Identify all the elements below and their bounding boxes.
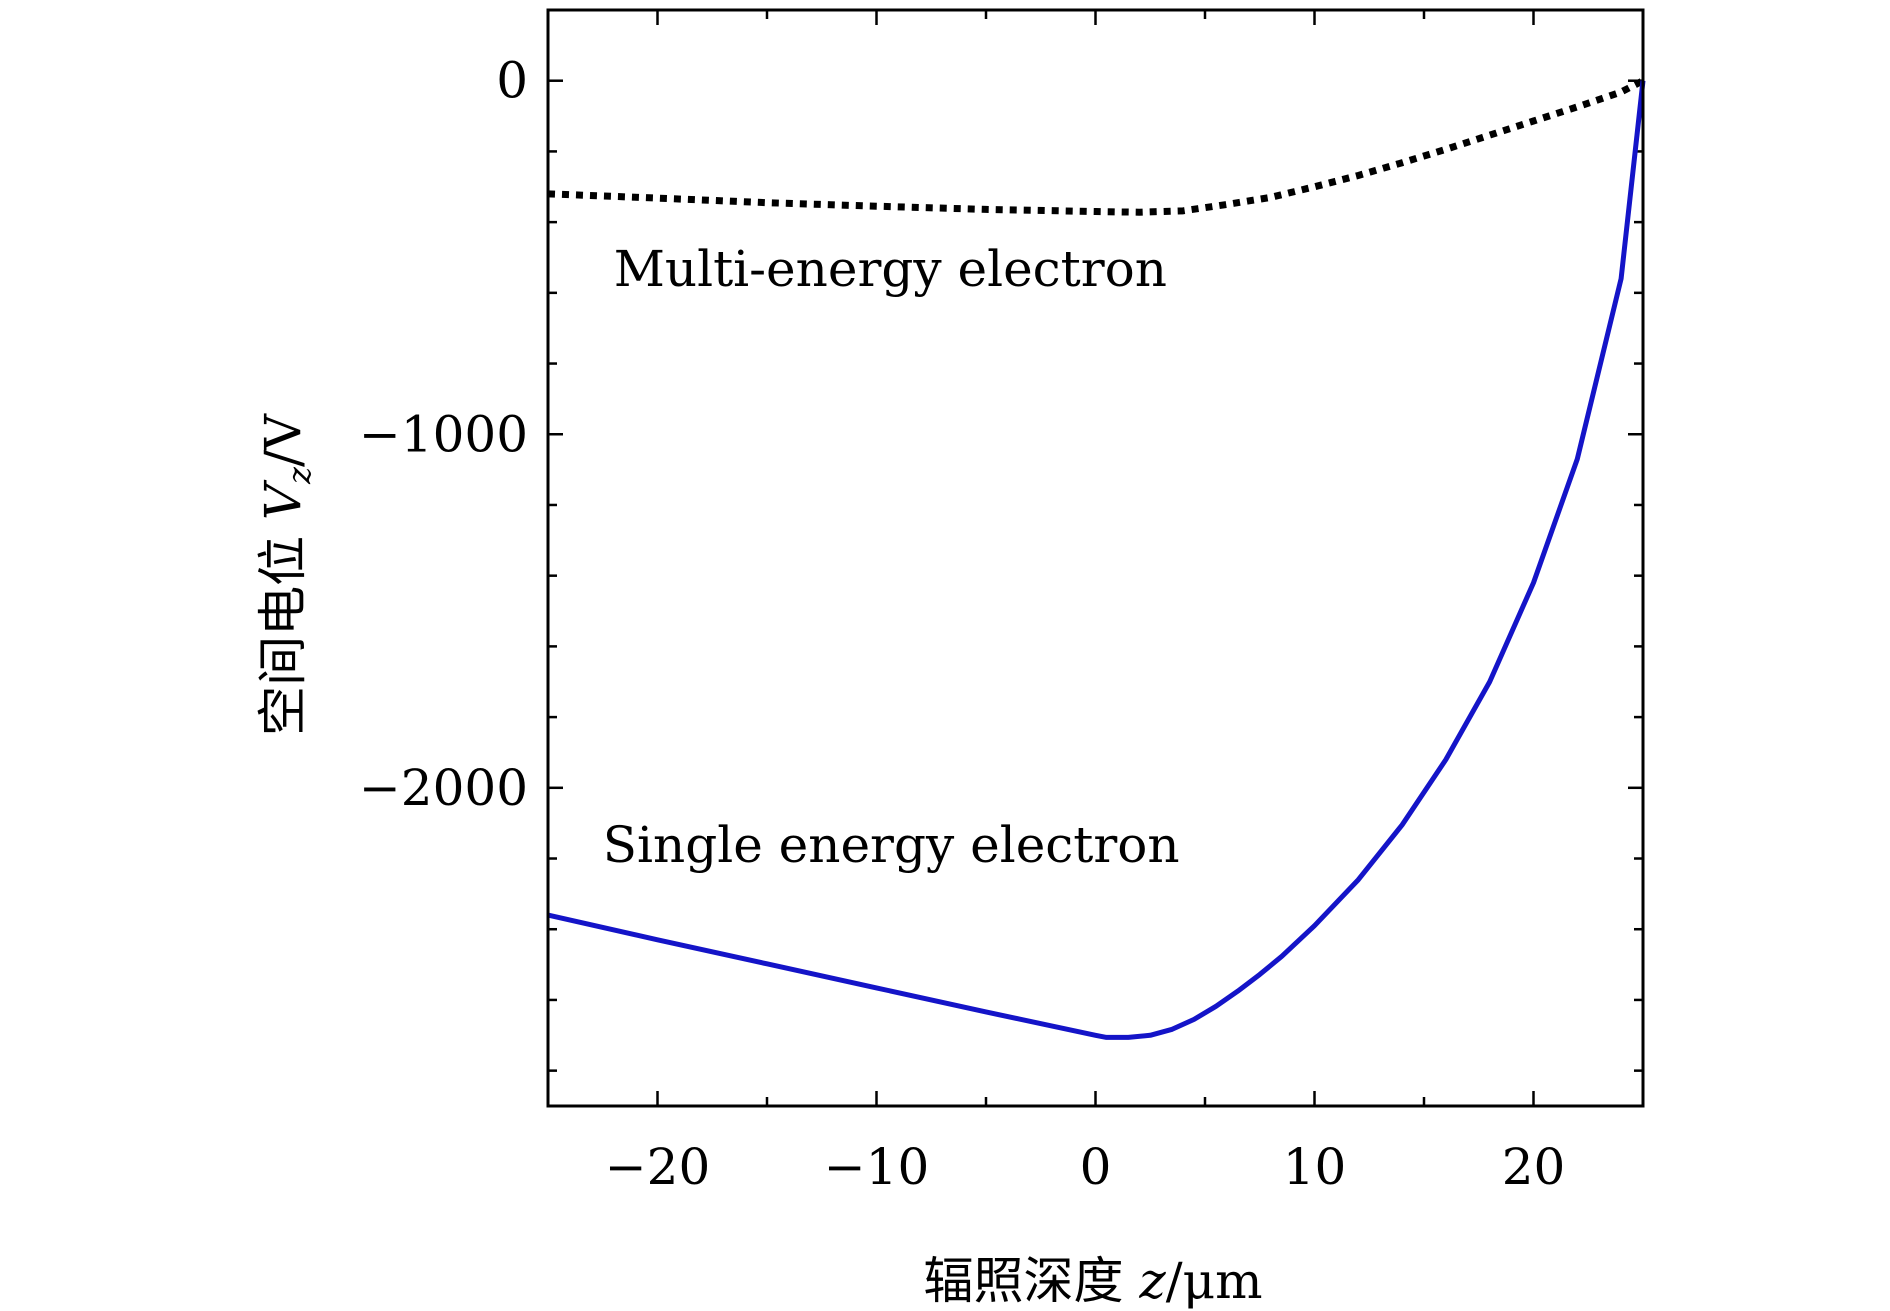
series-label-0: Multi-energy electron bbox=[614, 240, 1167, 298]
y-axis-label-var: V bbox=[254, 479, 312, 520]
y-tick-label: −2000 bbox=[359, 759, 528, 817]
x-axis-label-var: z bbox=[1138, 1252, 1166, 1310]
major-ticks bbox=[548, 10, 1643, 1106]
y-tick-label: 0 bbox=[496, 52, 528, 110]
x-tick-label: −20 bbox=[605, 1138, 711, 1196]
y-axis-label-unit: /V bbox=[254, 413, 312, 467]
x-tick-label: 10 bbox=[1283, 1138, 1347, 1196]
series-label-1: Single energy electron bbox=[603, 816, 1180, 874]
plot-frame bbox=[546, 8, 1645, 1108]
y-tick-label: −1000 bbox=[359, 405, 528, 463]
y-axis-label-cn: 空间电位 bbox=[254, 536, 312, 736]
x-tick-labels: −20 −10 0 10 20 bbox=[605, 1138, 1566, 1196]
series-labels: Multi-energy electron Single energy elect… bbox=[603, 240, 1180, 874]
series-line-1 bbox=[547, 80, 1646, 1040]
y-tick-labels: 0 −1000 −2000 bbox=[359, 52, 528, 817]
x-tick-label: −10 bbox=[824, 1138, 930, 1196]
x-axis-label-cn: 辐照深度 bbox=[923, 1252, 1123, 1310]
series-lines bbox=[547, 77, 1646, 1040]
x-tick-label: 0 bbox=[1080, 1138, 1112, 1196]
minor-ticks bbox=[546, 8, 1645, 1106]
y-axis-label-sub: z bbox=[280, 466, 318, 485]
x-axis-label: 辐照深度 z/μm bbox=[923, 1252, 1262, 1310]
series-line-0 bbox=[547, 77, 1645, 216]
y-axis-label: 空间电位 Vz/V bbox=[254, 413, 318, 736]
x-tick-label: 20 bbox=[1502, 1138, 1566, 1196]
x-axis-label-unit: /μm bbox=[1166, 1252, 1263, 1310]
